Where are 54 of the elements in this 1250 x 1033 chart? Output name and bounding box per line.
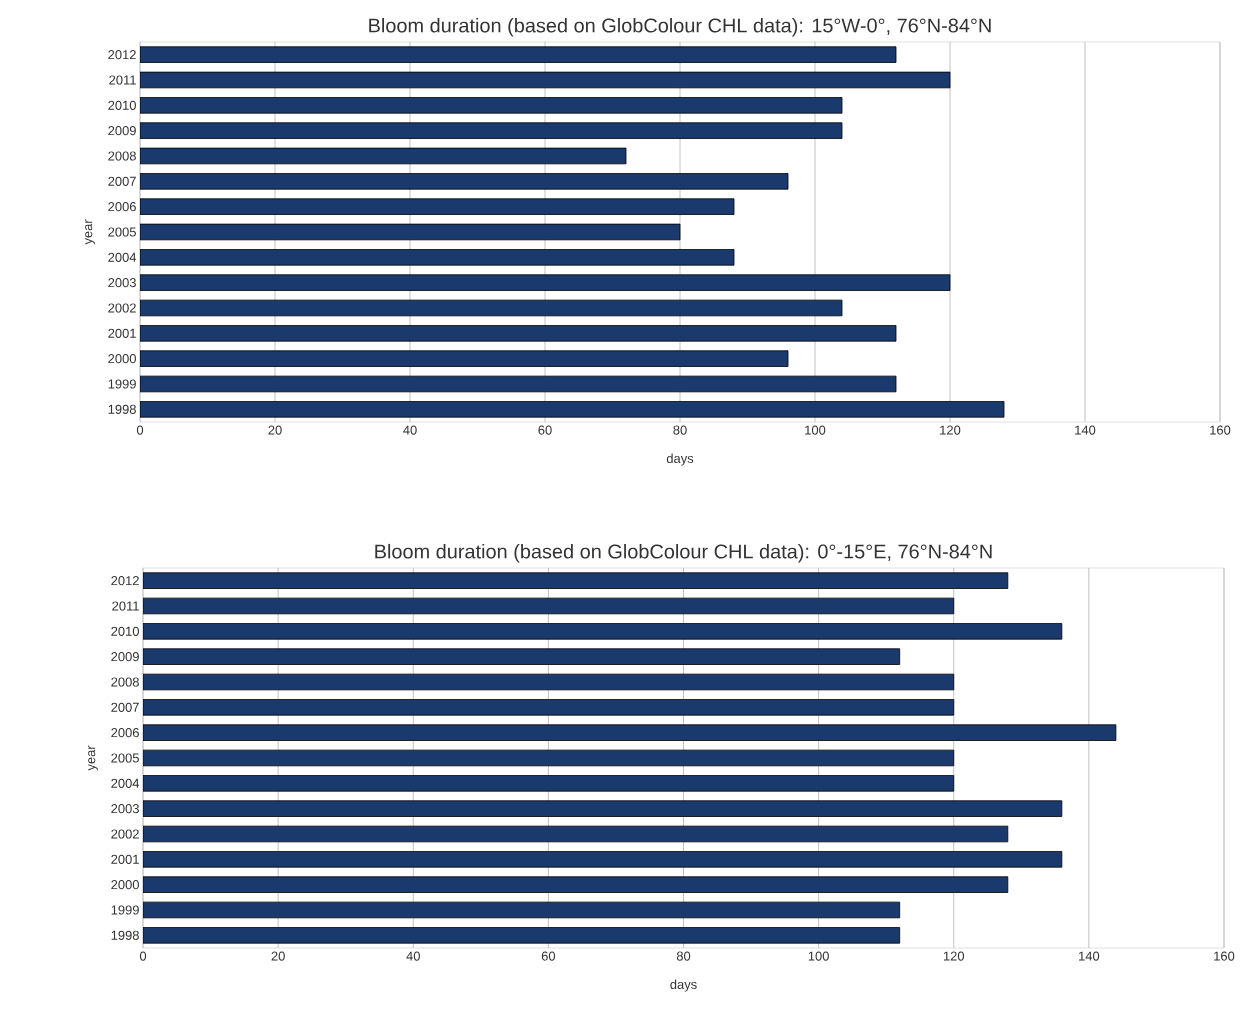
y-tick-label: 2011	[109, 75, 136, 85]
x-tick-label: 140	[1079, 951, 1100, 961]
y-tick-label: 1998	[108, 404, 136, 414]
y-axis-title: year	[85, 219, 95, 245]
chart-title: Bloom duration (based on GlobColour CHL data): 0°-15°E, 76°N-84°N	[375, 543, 992, 563]
y-tick-label: 2002	[111, 829, 139, 839]
y-tick-label: 1998	[111, 930, 139, 940]
y-tick-label: 2009	[111, 652, 139, 662]
y-tick-label: 2009	[108, 126, 136, 136]
x-tick-label: 20	[268, 425, 282, 435]
x-tick-label: 120	[943, 951, 965, 961]
x-tick-label: 100	[805, 425, 826, 435]
x-tick-label: 80	[676, 951, 691, 961]
y-tick-label: 2007	[111, 702, 139, 712]
x-tick-label: 40	[403, 425, 417, 435]
x-tick-label: 0	[136, 425, 144, 435]
chart-title: Bloom duration (based on GlobColour CHL data): 15°W-0°, 76°N-84°N	[369, 17, 991, 37]
x-tick-label: 60	[541, 951, 556, 961]
x-tick-label: 20	[271, 951, 285, 961]
y-tick-label: 2004	[108, 252, 137, 262]
y-tick-label: 2007	[108, 176, 136, 186]
y-tick-label: 2003	[108, 278, 136, 288]
y-tick-label: 2001	[108, 328, 136, 338]
y-tick-label: 2006	[108, 202, 136, 212]
x-axis-title: days	[666, 453, 694, 466]
x-tick-label: 140	[1075, 425, 1096, 435]
y-axis-title: year	[88, 745, 98, 771]
y-tick-label: 2008	[108, 151, 136, 161]
x-tick-label: 80	[673, 425, 687, 435]
x-tick-label: 40	[406, 951, 420, 961]
x-axis-title: days	[670, 979, 697, 992]
y-tick-label: 2012	[108, 50, 136, 60]
y-tick-label: 2010	[111, 626, 139, 636]
y-tick-label: 2012	[111, 576, 139, 586]
x-tick-label: 0	[139, 951, 147, 961]
y-tick-label: 2004	[111, 778, 140, 788]
y-tick-label: 2006	[111, 728, 139, 738]
x-tick-label: 100	[808, 951, 829, 961]
y-tick-label: 2008	[111, 677, 139, 687]
x-tick-label: 60	[538, 425, 552, 435]
x-tick-label: 160	[1210, 425, 1231, 435]
y-tick-label: 2001	[111, 854, 139, 864]
y-tick-label: 2000	[108, 354, 136, 364]
x-tick-label: 120	[940, 425, 961, 435]
x-tick-label: 160	[1214, 951, 1235, 961]
y-tick-label: 2000	[111, 880, 139, 890]
y-tick-label: 2005	[108, 227, 136, 237]
y-tick-label: 2011	[112, 601, 139, 611]
y-tick-label: 1999	[108, 379, 136, 389]
y-tick-label: 2003	[111, 804, 139, 814]
y-tick-label: 2002	[108, 303, 136, 313]
y-tick-label: 2005	[111, 753, 139, 763]
y-tick-label: 1999	[111, 905, 139, 915]
y-tick-label: 2010	[108, 100, 136, 110]
